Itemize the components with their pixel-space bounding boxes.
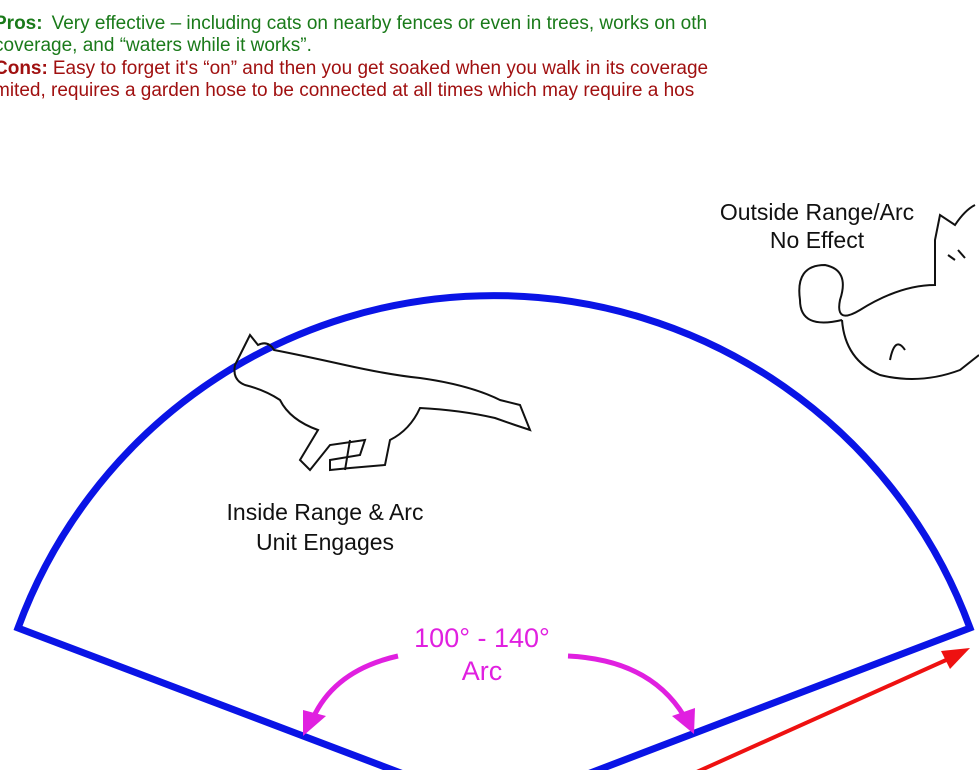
cons-label: Cons: (0, 58, 48, 79)
outside-label: No Effect (770, 227, 865, 253)
range-arrow (690, 656, 955, 770)
cons-text: Easy to forget it's “on” and then you ge… (53, 58, 708, 79)
arc-label: Arc (462, 656, 503, 686)
pros-line: Pros: Very effective – including cats on … (0, 13, 707, 34)
arrow-head (941, 648, 970, 669)
pros-label: Pros: (0, 13, 43, 34)
cons-text: mited, requires a garden hose to be conn… (0, 80, 694, 101)
arc-label: 100° - 140° (414, 623, 550, 653)
running-cat (234, 335, 530, 470)
arrow-head (303, 710, 326, 736)
cons-line: Cons:Easy to forget it's “on” and then y… (0, 58, 708, 79)
coverage-fan (18, 296, 970, 770)
document: Pros: Very effective – including cats on … (0, 0, 979, 770)
pros-text: Very effective – including cats on nearb… (52, 13, 708, 34)
inside-label: Inside Range & Arc (227, 499, 424, 525)
arc-arrow (568, 656, 684, 716)
arc-arrow (313, 656, 398, 718)
page: Pros: Very effective – including cats on … (0, 0, 979, 770)
outside-label: Outside Range/Arc (720, 199, 914, 225)
pros-text: coverage, and “waters while it works”. (0, 35, 312, 56)
inside-label: Unit Engages (256, 529, 394, 555)
